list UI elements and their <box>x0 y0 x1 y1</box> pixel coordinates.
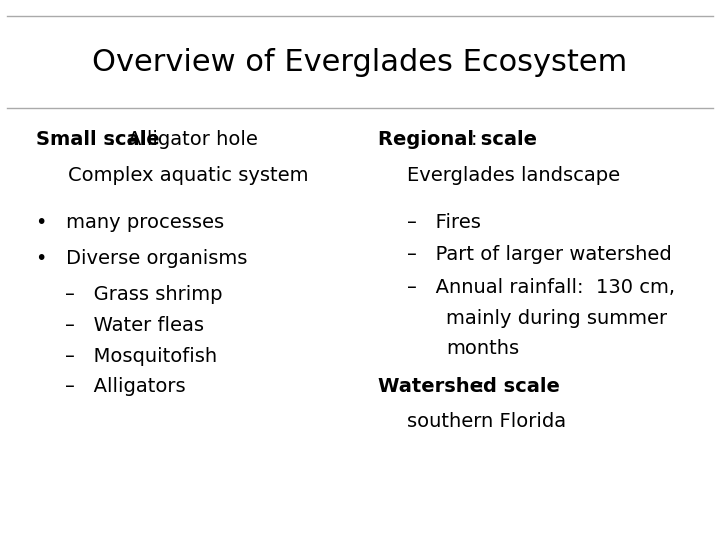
Text: :: : <box>471 130 477 148</box>
Text: months: months <box>446 340 520 359</box>
Text: Everglades landscape: Everglades landscape <box>407 166 620 185</box>
Text: :  Alligator hole: : Alligator hole <box>109 130 258 148</box>
Text: :: : <box>477 377 484 396</box>
Text: –   Alligators: – Alligators <box>65 377 186 396</box>
Text: –   Part of larger watershed: – Part of larger watershed <box>407 245 672 265</box>
Text: –   Mosquitofish: – Mosquitofish <box>65 347 217 366</box>
Text: Complex aquatic system: Complex aquatic system <box>68 166 309 185</box>
Text: –   Fires: – Fires <box>407 213 481 232</box>
Text: Regional scale: Regional scale <box>378 130 537 148</box>
Text: –   Annual rainfall:  130 cm,: – Annual rainfall: 130 cm, <box>407 278 675 297</box>
Text: •   Diverse organisms: • Diverse organisms <box>36 249 248 268</box>
Text: Small scale: Small scale <box>36 130 160 148</box>
Text: •   many processes: • many processes <box>36 213 224 232</box>
Text: southern Florida: southern Florida <box>407 412 566 431</box>
Text: Overview of Everglades Ecosystem: Overview of Everglades Ecosystem <box>92 48 628 77</box>
Text: –   Water fleas: – Water fleas <box>65 316 204 335</box>
Text: mainly during summer: mainly during summer <box>446 309 667 328</box>
Text: –   Grass shrimp: – Grass shrimp <box>65 285 222 304</box>
Text: Watershed scale: Watershed scale <box>378 377 560 396</box>
